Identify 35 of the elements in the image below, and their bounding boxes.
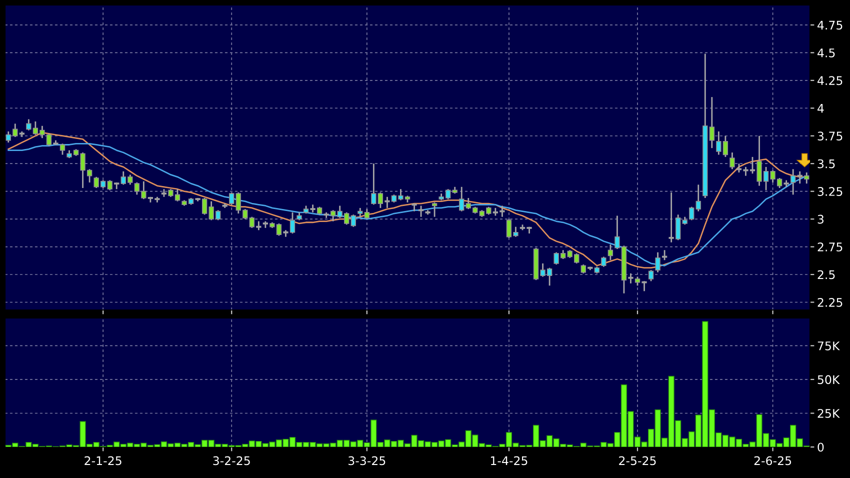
y-tick-label: 75K — [818, 342, 840, 350]
y-tick-label: 3 — [818, 214, 824, 224]
candlestick — [459, 186, 464, 212]
y-tick-label: 4.25 — [818, 76, 842, 86]
candlestick — [648, 269, 654, 282]
candlestick — [364, 208, 370, 220]
y-tick-label: 4 — [818, 104, 824, 113]
x-tick-label: 3-3-25 — [348, 456, 386, 466]
candlestick — [60, 142, 66, 156]
candlestick — [350, 214, 356, 228]
y-tick-label: 2.5 — [818, 270, 835, 280]
y-tick-label: 3.25 — [818, 187, 842, 196]
x-tick-label: 1-4-25 — [490, 456, 528, 466]
candlestick — [696, 184, 701, 212]
candlestick — [689, 206, 694, 221]
y-tick-label: 4.75 — [818, 20, 842, 30]
x-tick-label: 2-1-25 — [84, 456, 122, 466]
y-tick-label: 50K — [818, 375, 840, 384]
candlestick — [730, 152, 735, 170]
candlestick — [608, 244, 614, 261]
x-tick-label: 3-2-25 — [213, 456, 250, 466]
y-tick-label: 2.25 — [818, 298, 842, 307]
y-tick-label: 4.5 — [818, 48, 835, 58]
candlestick — [432, 202, 438, 218]
x-tick-label: 2-6-25 — [754, 456, 792, 466]
candlestick — [601, 256, 606, 268]
y-tick-label: 25K — [818, 408, 840, 418]
candlestick — [709, 96, 714, 149]
candlestick — [655, 252, 660, 273]
y-tick-label: 2.75 — [818, 242, 842, 252]
y-tick-label: 3.75 — [818, 132, 842, 141]
y-tick-label: 0 — [818, 442, 824, 452]
candlestick — [229, 192, 234, 206]
y-tick-label: 3.5 — [818, 159, 835, 168]
x-tick-label: 2-5-25 — [619, 456, 656, 466]
